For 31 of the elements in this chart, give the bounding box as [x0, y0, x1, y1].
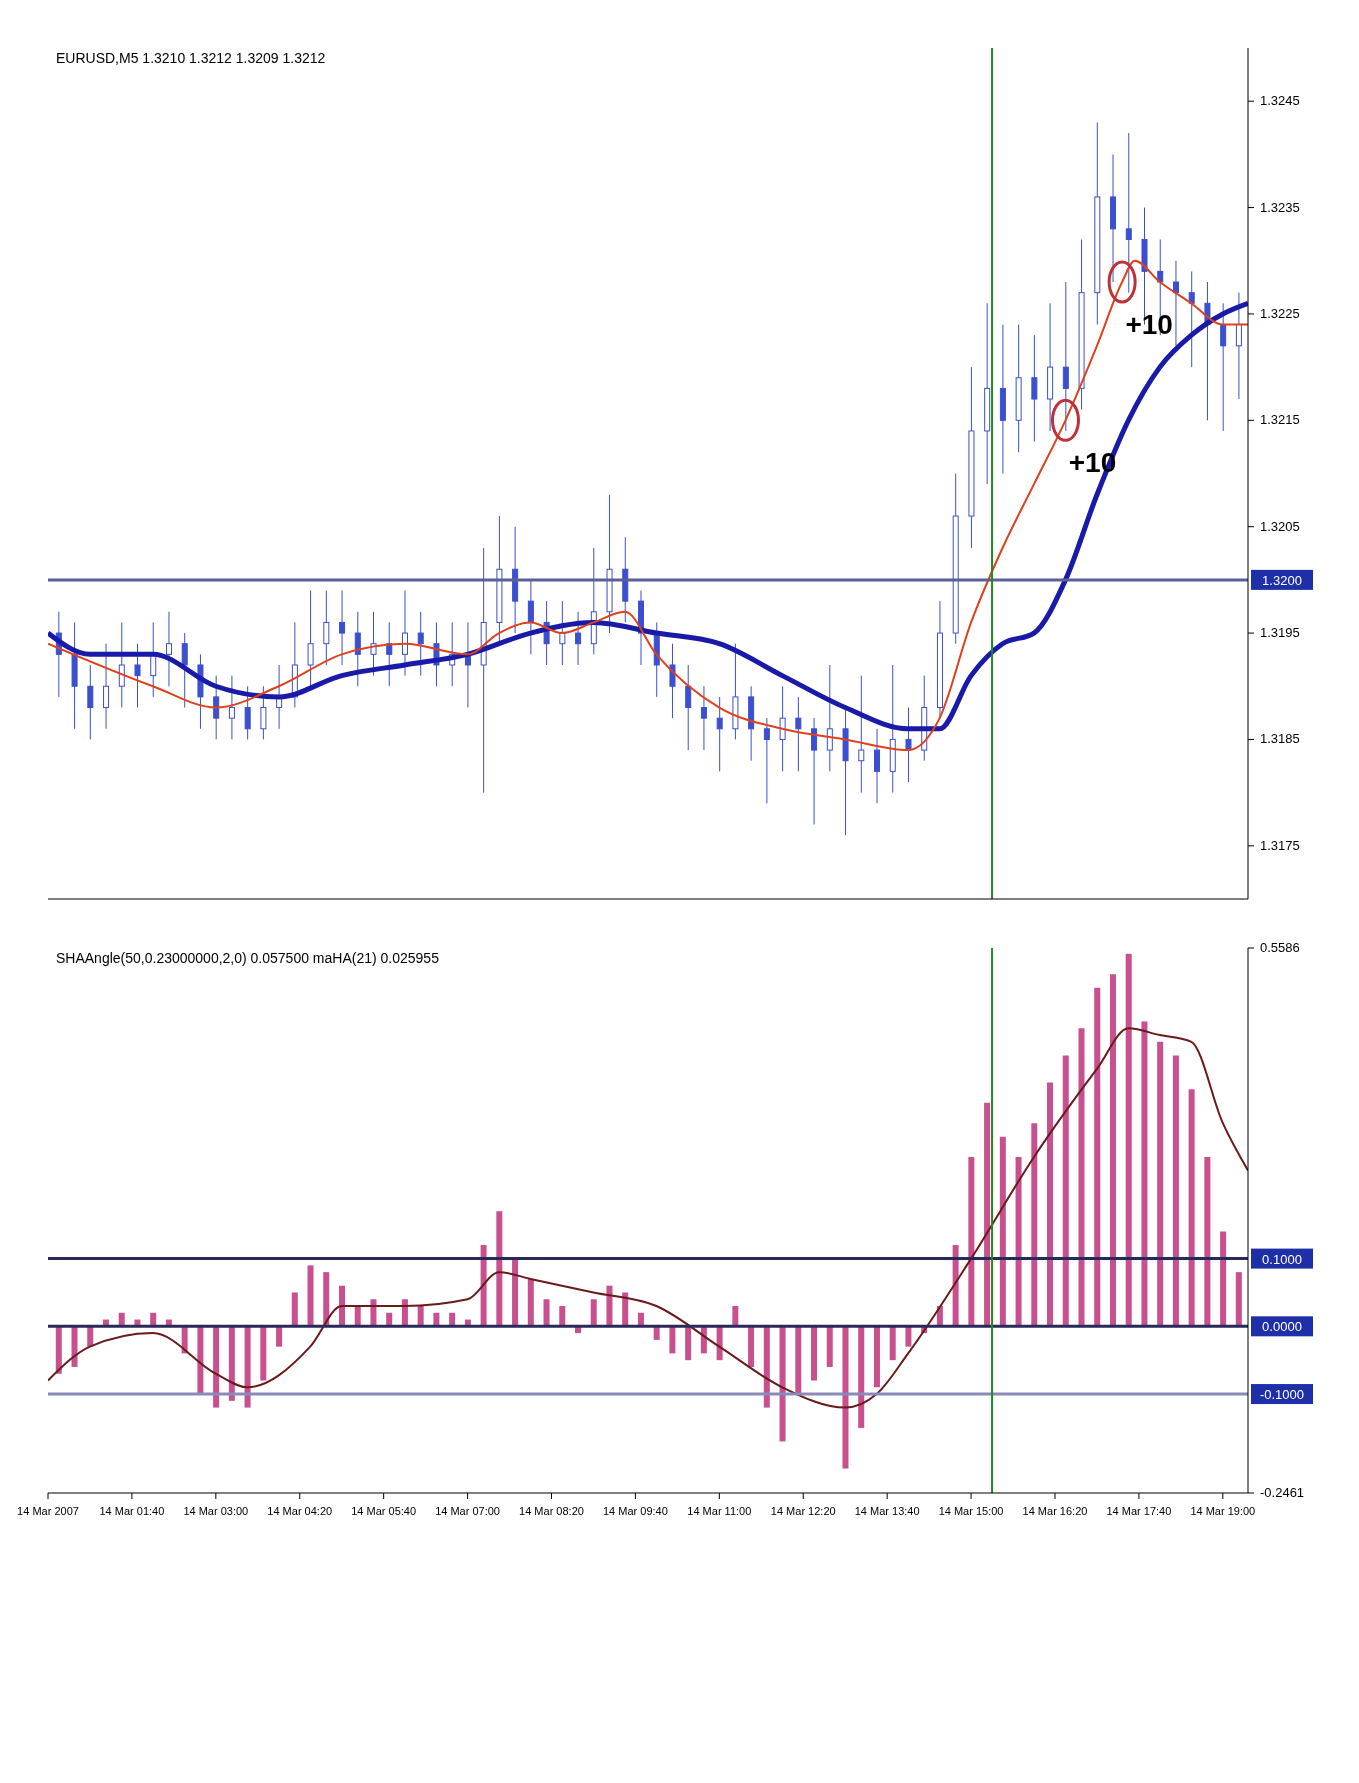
y-tick-label: 1.3225: [1260, 305, 1300, 321]
x-tick-label: 14 Mar 15:00: [938, 1505, 1004, 1517]
y-tick-label: 1.3235: [1260, 199, 1300, 215]
x-tick-label: 14 Mar 07:00: [435, 1505, 500, 1517]
x-tick-label: 14 Mar 12:20: [770, 1505, 836, 1517]
y-tick-label: 1.3245: [1260, 93, 1300, 109]
chart-title: SHAAngle(50,0.23000000,2,0) 0.057500 maHA(21) 0.025955: [56, 950, 439, 966]
y-tick-label: 1.3195: [1260, 625, 1300, 641]
y-tick-label: -0.2461: [1260, 1485, 1305, 1500]
ref-line-label: 1.3200: [1262, 572, 1302, 588]
x-tick-label: 14 Mar 09:40: [603, 1505, 668, 1517]
y-tick-label: 1.3215: [1260, 412, 1300, 428]
x-tick-label: 14 Mar 11:00: [687, 1505, 752, 1517]
ref-line-label: 0.0000: [1262, 1319, 1302, 1335]
x-tick-label: 14 Mar 16:20: [1022, 1505, 1088, 1517]
x-tick-label: 14 Mar 13:40: [854, 1505, 920, 1517]
y-tick-label: 0.5586: [1260, 940, 1300, 955]
x-tick-label: 14 Mar 19:00: [1190, 1505, 1256, 1517]
x-tick-label: 14 Mar 05:40: [351, 1505, 417, 1517]
x-tick-label: 14 Mar 17:40: [1106, 1505, 1172, 1517]
ref-line-label: -0.1000: [1259, 1387, 1305, 1403]
y-tick-label: 1.3205: [1260, 518, 1300, 534]
x-tick-label: 14 Mar 08:20: [519, 1505, 584, 1517]
x-tick-label: 14 Mar 04:20: [267, 1505, 333, 1517]
y-tick-label: 1.3185: [1260, 731, 1300, 747]
x-tick-label: 14 Mar 2007: [17, 1505, 79, 1517]
x-tick-label: 14 Mar 03:00: [183, 1505, 249, 1517]
chart-title: EURUSD,M5 1.3210 1.3212 1.3209 1.3212: [56, 50, 326, 66]
x-tick-label: 14 Mar 01:40: [99, 1505, 165, 1517]
ref-line-label: 0.1000: [1262, 1251, 1302, 1267]
y-tick-label: 1.3175: [1260, 837, 1300, 853]
